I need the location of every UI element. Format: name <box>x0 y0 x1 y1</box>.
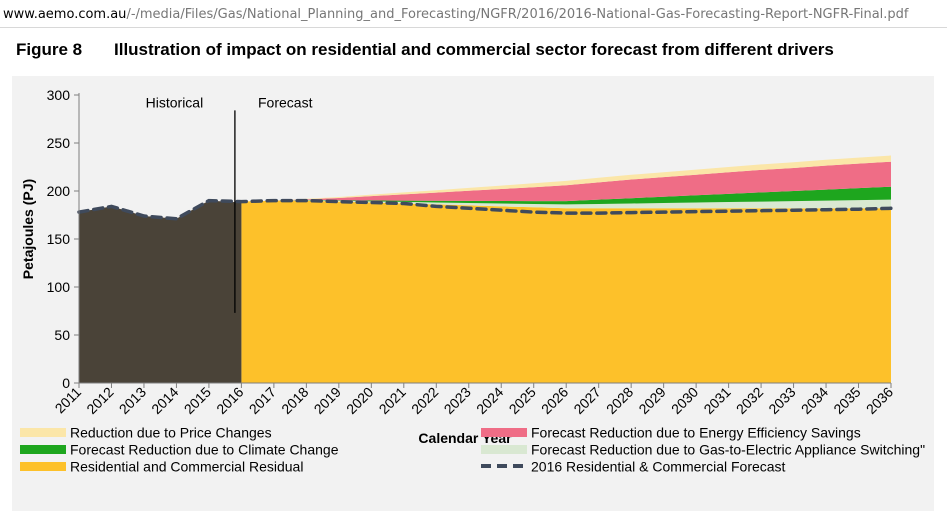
x-tick-label: 2030 <box>668 384 701 417</box>
legend-item-efficiency: Forecast Reduction due to Energy Efficie… <box>481 423 861 440</box>
legend-label-forecast_line: 2016 Residential & Commercial Forecast <box>531 458 786 475</box>
legend-item-residual: Residential and Commercial Residual <box>20 457 303 474</box>
legend-swatch-climate <box>20 444 66 454</box>
url-domain: www.aemo.com.au <box>3 7 127 22</box>
x-tick-label: 2031 <box>700 384 733 417</box>
x-tick-label: 2014 <box>148 384 181 417</box>
x-tick-label: 2026 <box>538 384 571 417</box>
y-tick-label: 50 <box>54 327 70 343</box>
legend-item-price: Reduction due to Price Changes <box>20 423 272 440</box>
y-tick-label: 150 <box>47 231 71 247</box>
region-label-historical: Historical <box>146 94 204 110</box>
x-tick-label: 2029 <box>635 384 668 417</box>
series-area-climate <box>241 186 891 205</box>
series-area-historical <box>79 200 242 383</box>
x-tick-label: 2019 <box>311 384 344 417</box>
y-tick-label: 200 <box>47 183 71 199</box>
figure-title: Illustration of impact on residential an… <box>114 40 834 59</box>
x-tick-label: 2024 <box>473 384 506 417</box>
legend-label-climate: Forecast Reduction due to Climate Change <box>70 441 339 458</box>
legend-label-efficiency: Forecast Reduction due to Energy Efficie… <box>531 424 861 441</box>
legend-label-residual: Residential and Commercial Residual <box>70 458 304 475</box>
x-tick-label: 2018 <box>278 384 311 417</box>
legend-item-forecast_line: 2016 Residential & Commercial Forecast <box>481 457 785 474</box>
legend-swatch-residual <box>20 461 66 471</box>
browser-address-bar[interactable]: www.aemo.com.au/-/media/Files/Gas/Nation… <box>0 0 947 28</box>
series-line-2016-forecast <box>77 198 893 221</box>
x-tick-label: 2012 <box>83 384 116 417</box>
legend-swatch-efficiency <box>481 427 527 437</box>
x-tick-label: 2017 <box>246 384 279 417</box>
legend-swatch-price <box>20 427 66 437</box>
x-tick-label: 2034 <box>798 384 831 417</box>
x-tick-label: 2011 <box>52 384 85 417</box>
x-tick-label: 2015 <box>181 384 214 417</box>
x-tick-label: 2032 <box>733 384 766 417</box>
series-area-residual <box>241 200 891 383</box>
x-tick-label: 2022 <box>408 384 441 417</box>
legend-label-price: Reduction due to Price Changes <box>70 424 272 441</box>
legend-item-climate: Forecast Reduction due to Climate Change <box>20 440 338 457</box>
region-label-forecast: Forecast <box>258 94 313 110</box>
legend-label-gas_switch: Forecast Reduction due to Gas-to-Electri… <box>531 441 926 458</box>
y-tick-label: 250 <box>47 135 71 151</box>
x-tick-label: 2027 <box>570 384 603 417</box>
x-tick-label: 2013 <box>116 384 149 417</box>
x-tick-label: 2023 <box>441 384 474 417</box>
x-tick-label: 2035 <box>830 384 863 417</box>
legend-item-gas_switch: Forecast Reduction due to Gas-to-Electri… <box>481 440 925 457</box>
x-tick-label: 2021 <box>376 384 409 417</box>
x-tick-label: 2025 <box>505 384 538 417</box>
series-area-price <box>241 155 891 202</box>
y-axis-title: Petajoules (PJ) <box>20 179 36 279</box>
series-area-gas_switch <box>241 199 891 209</box>
y-tick-label: 0 <box>62 375 70 391</box>
url-path: /-/media/Files/Gas/National_Planning_and… <box>126 7 909 22</box>
figure-label: Figure 8 <box>16 40 83 59</box>
legend-swatch-gas_switch <box>481 444 527 454</box>
x-tick-label: 2016 <box>213 384 246 417</box>
url-text[interactable]: www.aemo.com.au/-/media/Files/Gas/Nation… <box>3 7 908 22</box>
y-tick-label: 100 <box>47 279 71 295</box>
x-tick-label: 2036 <box>863 384 896 417</box>
x-tick-label: 2033 <box>765 384 798 417</box>
y-tick-label: 300 <box>47 87 71 103</box>
legend-swatch-forecast_line <box>481 464 527 469</box>
x-tick-label: 2020 <box>343 384 376 417</box>
series-area-efficiency <box>241 161 891 202</box>
x-tick-label: 2028 <box>603 384 636 417</box>
